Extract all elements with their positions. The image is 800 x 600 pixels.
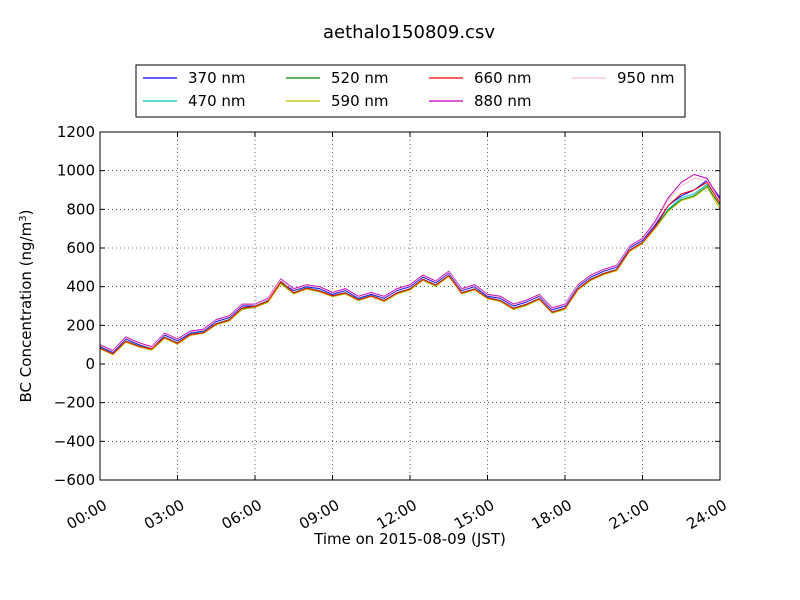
y-axis-label-main: BC Concentration (ng/m: [17, 222, 35, 403]
x-tick-label: 12:00: [374, 496, 420, 533]
chart-title: aethalo150809.csv: [323, 22, 495, 43]
x-tick-labels: 00:00 03:00 06:00 09:00 12:00 15:00 18:00 21:00…: [64, 496, 730, 533]
y-tick-label: 1000: [57, 162, 95, 180]
x-tick-label: 15:00: [451, 496, 497, 533]
y-tick-label: −200: [54, 394, 95, 412]
legend-item: 590 nm: [286, 92, 389, 110]
legend-item: 470 nm: [143, 92, 246, 110]
legend-item: 660 nm: [429, 69, 532, 87]
series-line-520-nm: [99, 185, 721, 355]
y-tick-label: 600: [66, 239, 95, 257]
legend-label: 950 nm: [617, 69, 675, 87]
x-axis-label: Time on 2015-08-09 (JST): [313, 530, 506, 548]
legend-label: 470 nm: [188, 92, 246, 110]
series-lines: [99, 174, 721, 356]
legend-label: 880 nm: [474, 92, 532, 110]
series-line-370-nm: [99, 179, 721, 353]
y-tick-label: 800: [66, 200, 95, 218]
legend-item: 370 nm: [143, 69, 246, 87]
legend-label: 660 nm: [474, 69, 532, 87]
legend-item: 950 nm: [572, 69, 675, 87]
legend-label: 370 nm: [188, 69, 246, 87]
x-tick-label: 00:00: [64, 496, 110, 533]
ticks: [99, 131, 721, 481]
x-tick-label: 18:00: [529, 496, 575, 533]
x-tick-label: 06:00: [219, 496, 265, 533]
x-tick-label: 24:00: [684, 496, 730, 533]
grid: [99, 131, 721, 481]
legend-item: 880 nm: [429, 92, 532, 110]
y-axis-label-superscript: 3: [18, 215, 29, 221]
x-tick-label: 03:00: [141, 496, 187, 533]
y-tick-label: 1200: [57, 123, 95, 141]
series-line-590-nm: [99, 186, 721, 356]
series-line-880-nm: [99, 174, 721, 351]
y-axis-label: BC Concentration (ng/m3): [17, 210, 35, 403]
legend-label: 520 nm: [331, 69, 389, 87]
y-tick-label: 0: [85, 355, 95, 373]
y-tick-label: −600: [54, 471, 95, 489]
y-tick-label: 200: [66, 316, 95, 334]
y-tick-labels: 1200 1000 800 600 400 200 0 −200 −400 −600: [54, 123, 95, 489]
x-tick-label: 21:00: [606, 496, 652, 533]
series-line-950-nm: [99, 177, 721, 352]
x-tick-label: 09:00: [296, 496, 342, 533]
legend-box: [135, 64, 686, 118]
legend-item: 520 nm: [286, 69, 389, 87]
legend: 370 nm 470 nm 520 nm 590 nm 660 nm 880 nm 950 …: [135, 64, 686, 118]
legend-label: 590 nm: [331, 92, 389, 110]
y-tick-label: −400: [54, 432, 95, 450]
y-axis-label-end: ): [17, 210, 35, 216]
series-line-660-nm: [99, 181, 721, 355]
y-tick-label: 400: [66, 278, 95, 296]
